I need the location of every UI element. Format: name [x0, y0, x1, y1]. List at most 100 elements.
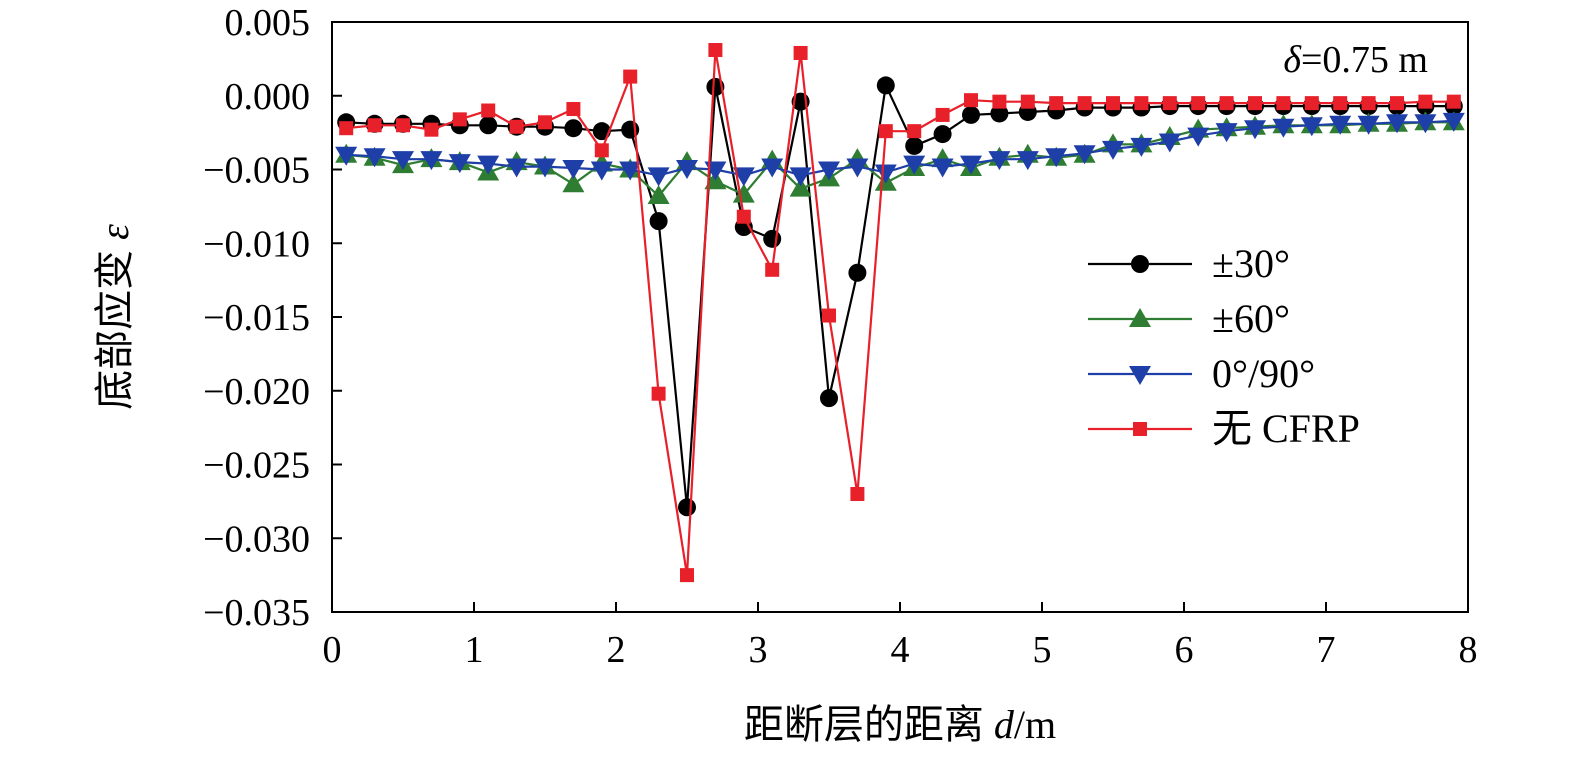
- x-tick-label: 6: [1175, 629, 1194, 671]
- data-point: [481, 103, 496, 118]
- data-point: [1244, 120, 1266, 140]
- x-tick-label: 2: [607, 629, 626, 671]
- data-point: [1130, 137, 1153, 157]
- data-point: [680, 568, 694, 583]
- data-point: [1162, 96, 1177, 111]
- x-tick-label: 4: [891, 629, 910, 671]
- x-axis-title-var: d: [994, 702, 1015, 747]
- legend-label: ±60°: [1212, 296, 1290, 341]
- data-point: [619, 161, 642, 181]
- data-point: [424, 122, 439, 137]
- data-point: [1045, 148, 1068, 168]
- data-point: [1442, 112, 1465, 132]
- x-tick-label: 5: [1033, 629, 1052, 671]
- data-point: [905, 136, 924, 155]
- series-4: [339, 43, 1461, 583]
- legend-label: 0°/90°: [1212, 351, 1315, 396]
- data-point: [1158, 133, 1181, 153]
- legend-item: ±60°: [1088, 296, 1290, 341]
- data-point: [931, 158, 954, 178]
- data-point: [647, 185, 670, 205]
- y-tick-label: −0.005: [203, 150, 310, 192]
- data-point: [678, 498, 696, 517]
- data-point: [1073, 145, 1096, 165]
- y-axis: 0.005 0.000 −0.005 −0.010 −0.015 −0.020 −0.025…: [203, 2, 342, 634]
- x-axis-title: 距断层的距离 d/m: [744, 702, 1056, 747]
- data-point: [479, 116, 498, 135]
- data-point: [509, 119, 524, 134]
- data-point: [708, 43, 723, 58]
- data-point: [335, 146, 358, 166]
- data-point: [647, 167, 670, 187]
- x-tick-label: 1: [465, 629, 484, 671]
- y-tick-label: −0.015: [203, 297, 310, 339]
- data-point: [874, 164, 897, 184]
- legend-label: 无 CFRP: [1212, 406, 1360, 451]
- y-tick-label: −0.010: [203, 223, 310, 265]
- series-line: [346, 49, 1454, 576]
- data-point: [962, 105, 980, 124]
- data-point: [761, 158, 784, 178]
- data-point: [960, 155, 982, 175]
- y-tick-label: 0.000: [225, 76, 311, 118]
- data-point: [1248, 96, 1262, 111]
- data-point: [651, 386, 666, 401]
- data-point: [878, 124, 893, 139]
- data-point: [1304, 96, 1319, 111]
- y-axis-title-text: 底部应变: [92, 240, 137, 410]
- data-point: [1357, 115, 1380, 135]
- data-point: [1414, 114, 1437, 134]
- data-point: [562, 173, 585, 193]
- legend-marker: [1131, 255, 1149, 273]
- data-point: [848, 263, 867, 282]
- x-axis: 0 1 2 3 4 5 6 7 8: [323, 602, 1478, 671]
- series-3: [335, 112, 1465, 187]
- legend-label: ±30°: [1212, 241, 1290, 286]
- plot-frame: [331, 21, 1469, 613]
- x-tick-label: 8: [1459, 629, 1478, 671]
- data-point: [367, 118, 382, 133]
- x-tick-label: 0: [323, 629, 342, 671]
- data-point: [590, 161, 613, 181]
- data-point: [789, 167, 812, 187]
- data-point: [876, 76, 895, 95]
- data-point: [732, 167, 755, 187]
- data-point: [1215, 123, 1238, 143]
- legend: ±30° ±60° 0°/90° 无 CFRP: [1088, 241, 1360, 451]
- legend-marker: [1133, 422, 1147, 436]
- data-point: [676, 160, 698, 180]
- data-point: [793, 45, 808, 60]
- data-point: [1102, 140, 1124, 160]
- data-point: [1187, 127, 1210, 147]
- data-point: [477, 155, 500, 175]
- series-line: [346, 81, 1454, 508]
- data-point: [935, 107, 950, 122]
- data-point: [1361, 96, 1376, 111]
- data-point: [1272, 118, 1295, 138]
- data-point: [988, 151, 1011, 171]
- series-layer: [335, 43, 1465, 583]
- data-point: [933, 125, 952, 144]
- legend-item: 0°/90°: [1088, 351, 1315, 396]
- data-point: [763, 229, 782, 248]
- data-point: [736, 209, 751, 224]
- data-point: [566, 102, 581, 117]
- legend-marker: [1129, 308, 1151, 327]
- y-axis-title-var: ε: [92, 224, 137, 240]
- data-point: [420, 151, 443, 171]
- data-point: [1276, 96, 1291, 111]
- data-point: [363, 148, 386, 168]
- data-point: [732, 183, 755, 203]
- legend-marker: [1129, 366, 1151, 385]
- series-line: [346, 119, 1454, 177]
- data-point: [903, 155, 926, 175]
- data-point: [1020, 94, 1035, 109]
- legend-item: 无 CFRP: [1088, 406, 1360, 451]
- data-point: [505, 158, 528, 178]
- data-point: [1333, 96, 1348, 111]
- data-point: [822, 308, 836, 323]
- data-point: [964, 93, 978, 108]
- data-point: [1300, 117, 1323, 137]
- y-tick-label: 0.005: [225, 2, 311, 44]
